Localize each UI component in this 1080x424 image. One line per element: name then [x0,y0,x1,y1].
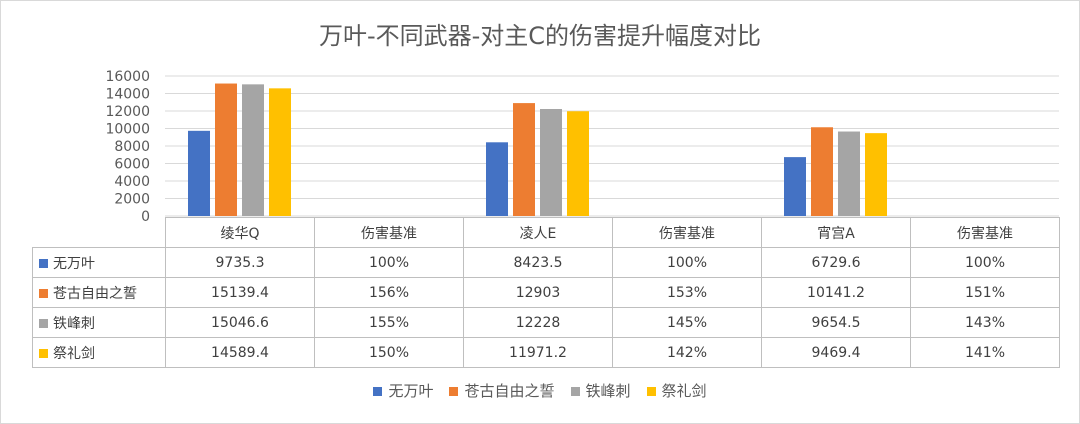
data-table: 绫华Q 伤害基准 凌人E 伤害基准 宵宫A 伤害基准 无万叶 9735.3 100% 8423.5… [32,217,1060,368]
bar [811,127,833,216]
legend-item: 苍古自由之誓 [449,380,555,401]
table-corner [32,217,166,248]
data-label: 155% [314,307,464,338]
bar [242,84,264,216]
bar [567,111,589,216]
legend-swatch [570,387,580,396]
data-label: 143% [910,307,1060,338]
bar [215,83,237,217]
category-label: 绫华Q [165,217,315,248]
legend-label: 铁峰刺 [585,382,631,400]
legend: 无万叶 苍古自由之誓 铁峰刺 祭礼剑 [0,380,1080,401]
data-label: 151% [910,277,1060,308]
data-label: 100% [612,247,762,278]
y-tick-label: 2000 [114,192,150,208]
chart-title: 万叶-不同武器-对主C的伤害提升幅度对比 [318,22,762,50]
data-label: 141% [910,337,1060,368]
bar [865,133,887,216]
legend-item: 铁峰刺 [570,380,631,401]
data-label: 9654.5 [761,307,911,338]
y-tick-label: 14000 [105,87,150,103]
series-label: 苍古自由之誓 [32,277,166,308]
legend-key-swatch [39,349,48,358]
data-label: 8423.5 [463,247,613,278]
legend-swatch [373,387,383,396]
data-label: 100% [314,247,464,278]
table-row: 无万叶 9735.3 100% 8423.5 100% 6729.6 100% [32,247,1060,278]
series-label: 无万叶 [32,247,166,278]
bar [540,109,562,216]
data-label: 142% [612,337,762,368]
table-row: 铁峰刺 15046.6 155% 12228 145% 9654.5 143% [32,307,1060,338]
y-tick-label: 0 [141,209,150,225]
y-tick-label: 12000 [105,104,150,120]
legend-swatch [646,387,656,396]
data-label: 12903 [463,277,613,308]
category-label: 宵宫A [761,217,911,248]
data-label: 145% [612,307,762,338]
data-label: 153% [612,277,762,308]
data-label: 9469.4 [761,337,911,368]
data-label: 150% [314,337,464,368]
table-row: 苍古自由之誓 15139.4 156% 12903 153% 10141.2 151% [32,277,1060,308]
legend-swatch [449,387,459,396]
y-tick-label: 4000 [114,174,150,190]
bar [784,157,806,216]
data-label: 9735.3 [165,247,315,278]
y-tick-label: 16000 [105,69,150,85]
series-name: 铁峰刺 [53,315,95,332]
bar [269,88,291,216]
legend-key-swatch [39,319,48,328]
table-row: 祭礼剑 14589.4 150% 11971.2 142% 9469.4 141% [32,337,1060,368]
legend-key-swatch [39,289,48,298]
data-label: 100% [910,247,1060,278]
legend-label: 祭礼剑 [661,382,707,400]
category-label: 凌人E [463,217,613,248]
y-tick-label: 8000 [114,139,150,155]
data-label: 6729.6 [761,247,911,278]
series-name: 无万叶 [53,255,95,272]
category-label: 伤害基准 [910,217,1060,248]
y-tick-label: 10000 [105,122,150,138]
legend-item: 无万叶 [373,380,433,401]
category-label: 伤害基准 [314,217,464,248]
legend-key-swatch [39,259,48,268]
series-label: 祭礼剑 [32,337,166,368]
bar [188,130,210,216]
data-label: 15139.4 [165,277,315,308]
series-label: 铁峰刺 [32,307,166,338]
data-label: 14589.4 [165,337,315,368]
legend-item: 祭礼剑 [646,380,707,401]
legend-label: 苍古自由之誓 [464,382,555,400]
data-label: 15046.6 [165,307,315,338]
data-label: 10141.2 [761,277,911,308]
legend-label: 无万叶 [388,382,434,400]
series-name: 祭礼剑 [53,345,95,362]
data-label: 12228 [463,307,613,338]
series-name: 苍古自由之誓 [53,285,137,302]
data-label: 156% [314,277,464,308]
bar [486,142,508,216]
y-tick-label: 6000 [114,157,150,173]
category-label: 伤害基准 [612,217,762,248]
bar [513,103,535,216]
bar [838,131,860,216]
data-label: 11971.2 [463,337,613,368]
